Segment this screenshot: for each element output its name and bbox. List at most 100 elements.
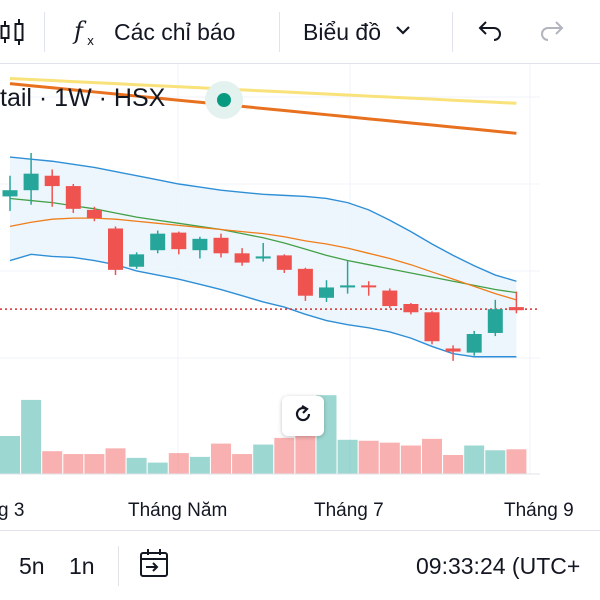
candlestick [255, 242, 271, 262]
reset-icon [292, 403, 314, 430]
candlestick [319, 280, 334, 302]
volume-bar [168, 453, 189, 474]
go-to-date-button[interactable] [138, 531, 170, 600]
candle-body [487, 309, 503, 333]
volume-bar [485, 450, 506, 474]
volume-bar [105, 448, 126, 474]
indicators-label: Các chỉ báo [114, 18, 236, 45]
candle-body [23, 173, 39, 191]
volume-bar [211, 443, 231, 474]
toolbar-divider [44, 12, 45, 52]
candlestick [2, 175, 18, 211]
volume-bar [400, 445, 421, 474]
candlestick [487, 299, 503, 337]
price-chart[interactable] [0, 64, 600, 530]
toolbar-divider [279, 12, 280, 52]
bollinger-lower-line [9, 253, 517, 358]
redo-button[interactable] [538, 0, 566, 64]
candlestick [403, 302, 419, 315]
candle-body [297, 268, 313, 296]
bottom-divider [118, 546, 119, 586]
volume-bar [253, 444, 274, 474]
fx-icon: f x [72, 15, 102, 49]
redo-icon [538, 18, 566, 47]
chart-type-dropdown[interactable]: Biểu đồ [303, 0, 411, 64]
long-ma-orange-line [9, 82, 517, 135]
candle-body [192, 238, 208, 251]
candle-body [319, 287, 334, 298]
candle-body [86, 209, 102, 219]
candle-body [466, 334, 482, 353]
candlestick [213, 233, 229, 258]
volume-bar [147, 462, 168, 474]
candlestick [466, 330, 482, 356]
svg-text:x: x [87, 34, 94, 48]
volume-bar [506, 449, 527, 474]
candle-body [424, 312, 440, 342]
candlestick [276, 254, 292, 273]
undo-icon [476, 18, 504, 47]
symbol-legend[interactable]: tail · 1W · HSX [0, 84, 166, 112]
candlestick [234, 248, 250, 266]
toolbar-divider [452, 12, 453, 52]
candle-body [382, 290, 398, 307]
candlestick [445, 345, 461, 361]
candle-body [213, 237, 229, 254]
bollinger-upper-line [9, 156, 517, 282]
volume-bar [443, 455, 464, 474]
candle-body [234, 253, 250, 263]
volume-bar [63, 454, 84, 474]
volume-bar [358, 440, 379, 474]
candlestick [150, 230, 166, 254]
candle-body [129, 254, 145, 267]
candle-body [276, 255, 292, 270]
reset-chart-button[interactable] [282, 396, 324, 436]
volume-bar [232, 454, 253, 474]
candlesticks [2, 152, 524, 361]
volume-bar [337, 439, 358, 474]
chart-area[interactable]: tail · 1W · HSX g 3 Tháng Năm Tháng 7 Th… [0, 64, 600, 530]
candle-body [255, 256, 271, 259]
candle-body [150, 233, 166, 251]
volume-bar [379, 442, 400, 474]
candlestick [129, 252, 145, 269]
candlestick [65, 184, 81, 213]
candlestick [340, 260, 356, 294]
time-axis-label: Tháng 9 [504, 500, 574, 521]
candlestick [108, 226, 123, 276]
candle-body [65, 186, 81, 209]
candlestick [382, 288, 398, 309]
volume-bar [126, 457, 147, 474]
volume-bar [84, 454, 105, 474]
candle-body [44, 175, 60, 187]
time-axis-label: g 3 [0, 500, 25, 521]
undo-button[interactable] [476, 0, 504, 64]
candle-body [340, 285, 356, 288]
chevron-down-icon [395, 23, 411, 41]
long-ma-yellow-line [9, 76, 517, 105]
candlestick [192, 236, 208, 259]
range-5y-button[interactable]: 5n [19, 552, 45, 579]
volume-bar [21, 399, 42, 474]
candle-body [403, 304, 419, 313]
indicators-button[interactable]: f x Các chỉ báo [72, 0, 235, 64]
candle-body [445, 348, 461, 352]
candlestick [171, 231, 187, 255]
candlestick [424, 311, 440, 345]
top-toolbar: f x Các chỉ báo Biểu đồ [0, 0, 600, 64]
range-1y-button[interactable]: 1n [69, 552, 95, 579]
calendar-goto-icon [138, 547, 170, 585]
market-status-dot [217, 93, 231, 107]
candlestick [44, 169, 60, 207]
time-axis-label: Tháng Năm [128, 500, 228, 521]
candles-icon[interactable] [0, 0, 28, 64]
candlestick [86, 206, 102, 222]
chart-type-label: Biểu đồ [303, 18, 382, 45]
bottom-toolbar: 5n 1n 09:33:24 (UTC+ [0, 530, 600, 600]
candlestick [297, 267, 313, 301]
clock-timezone-button[interactable]: 09:33:24 (UTC+ [416, 552, 581, 579]
volume-bar [189, 456, 210, 474]
svg-text:f: f [72, 17, 87, 45]
volume-bars [0, 395, 527, 474]
candlestick [361, 281, 377, 296]
